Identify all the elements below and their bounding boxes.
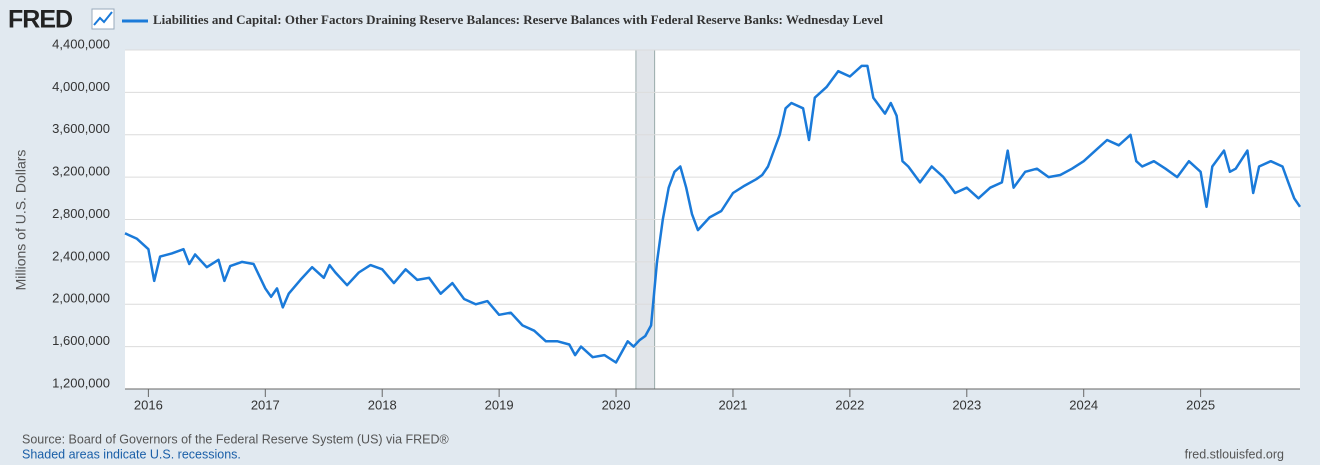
x-tick-label: 2025 (1186, 397, 1215, 412)
y-tick-label: 4,000,000 (52, 79, 110, 94)
y-tick-label: 3,600,000 (52, 121, 110, 136)
x-tick-label: 2024 (1069, 397, 1098, 412)
recession-note[interactable]: Shaded areas indicate U.S. recessions. (22, 447, 241, 461)
brand-logo: FRED (8, 6, 72, 34)
x-tick-label: 2018 (368, 397, 397, 412)
x-tick-label: 2016 (134, 397, 163, 412)
x-tick-label: 2023 (952, 397, 981, 412)
y-axis-label: Millions of U.S. Dollars (13, 150, 29, 291)
x-tick-label: 2017 (251, 397, 280, 412)
y-tick-label: 2,000,000 (52, 291, 110, 306)
x-tick-label: 2020 (602, 397, 631, 412)
y-tick-label: 1,600,000 (52, 333, 110, 348)
legend-label: Liabilities and Capital: Other Factors D… (153, 12, 883, 27)
logo-icon (91, 8, 115, 30)
source: Source: Board of Governors of the Federa… (22, 432, 450, 446)
x-tick-label: 2021 (718, 397, 747, 412)
series-line (124, 64, 1302, 364)
y-tick-label: 2,800,000 (52, 206, 110, 221)
x-tick-label: 2019 (485, 397, 514, 412)
y-tick-label: 2,400,000 (52, 248, 110, 263)
x-tick-label: 2022 (835, 397, 864, 412)
y-tick-label: 3,200,000 (52, 164, 110, 179)
site[interactable]: fred.stlouisfed.org (1185, 447, 1284, 461)
y-tick-label: 4,400,000 (52, 36, 110, 51)
y-tick-label: 1,200,000 (52, 375, 110, 390)
